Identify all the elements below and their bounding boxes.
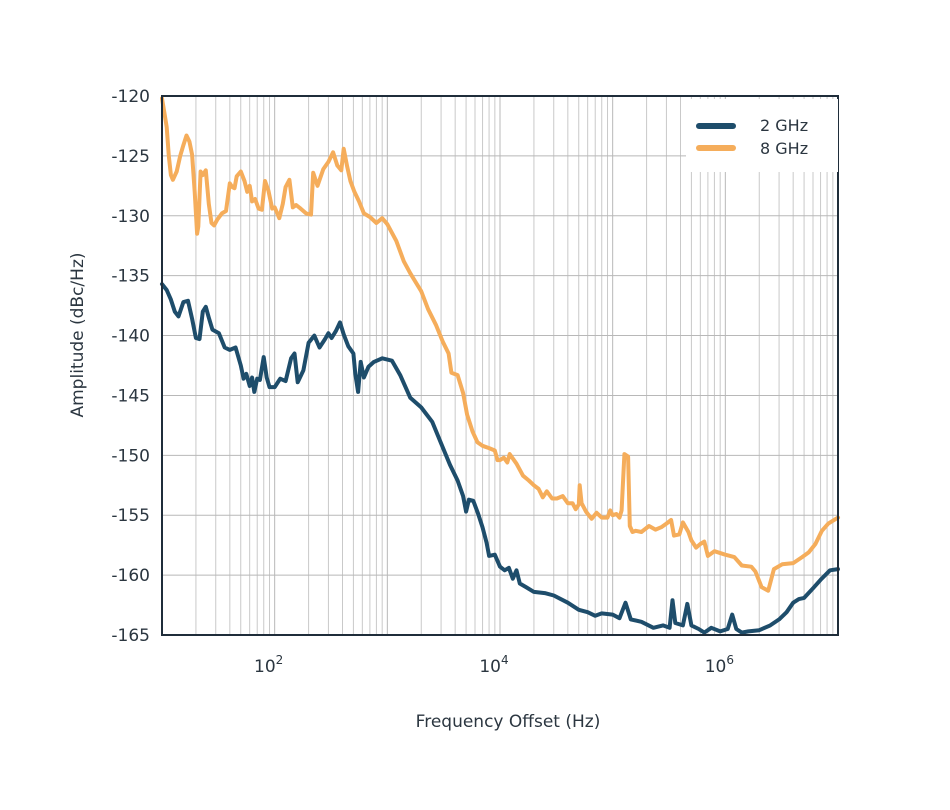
x-tick-label: 104 — [479, 653, 508, 677]
legend-box — [686, 99, 838, 172]
y-tick-label: -140 — [111, 327, 150, 347]
legend-label-2ghz: 2 GHz — [760, 116, 808, 135]
x-tick-label: 106 — [705, 653, 734, 677]
series-line-2ghz — [160, 282, 840, 635]
series-lines — [160, 96, 840, 635]
x-axis-title: Frequency Offset (Hz) — [416, 712, 601, 732]
legend-label-8ghz: 8 GHz — [760, 139, 808, 158]
y-tick-label: -135 — [111, 267, 150, 287]
y-tick-label: -150 — [111, 446, 150, 466]
y-tick-label: -130 — [111, 207, 150, 227]
y-axis-ticks: -120 -125 -130 -135 -140 -145 -150 -155 -160 -165 — [111, 87, 150, 646]
x-tick-label: 102 — [254, 653, 283, 677]
x-axis-ticks: 102 104 106 — [254, 653, 734, 677]
plot-frame — [161, 95, 839, 636]
y-tick-label: -155 — [111, 506, 150, 526]
y-axis-title: Amplitude (dBc/Hz) — [68, 252, 88, 417]
y-tick-label: -165 — [111, 626, 150, 646]
legend: 2 GHz 8 GHz — [686, 99, 838, 172]
y-tick-label: -125 — [111, 147, 150, 167]
y-tick-label: -120 — [111, 87, 150, 107]
series-line-8ghz — [160, 96, 840, 593]
y-tick-label: -145 — [111, 386, 150, 406]
y-tick-label: -160 — [111, 566, 150, 586]
